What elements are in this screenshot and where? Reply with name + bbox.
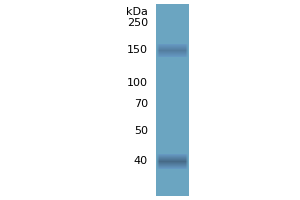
Text: 100: 100	[127, 78, 148, 88]
Text: 250: 250	[127, 18, 148, 28]
Text: 40: 40	[134, 156, 148, 166]
Text: kDa: kDa	[126, 7, 148, 17]
Text: 70: 70	[134, 99, 148, 109]
Text: 150: 150	[127, 45, 148, 55]
Text: 50: 50	[134, 126, 148, 136]
